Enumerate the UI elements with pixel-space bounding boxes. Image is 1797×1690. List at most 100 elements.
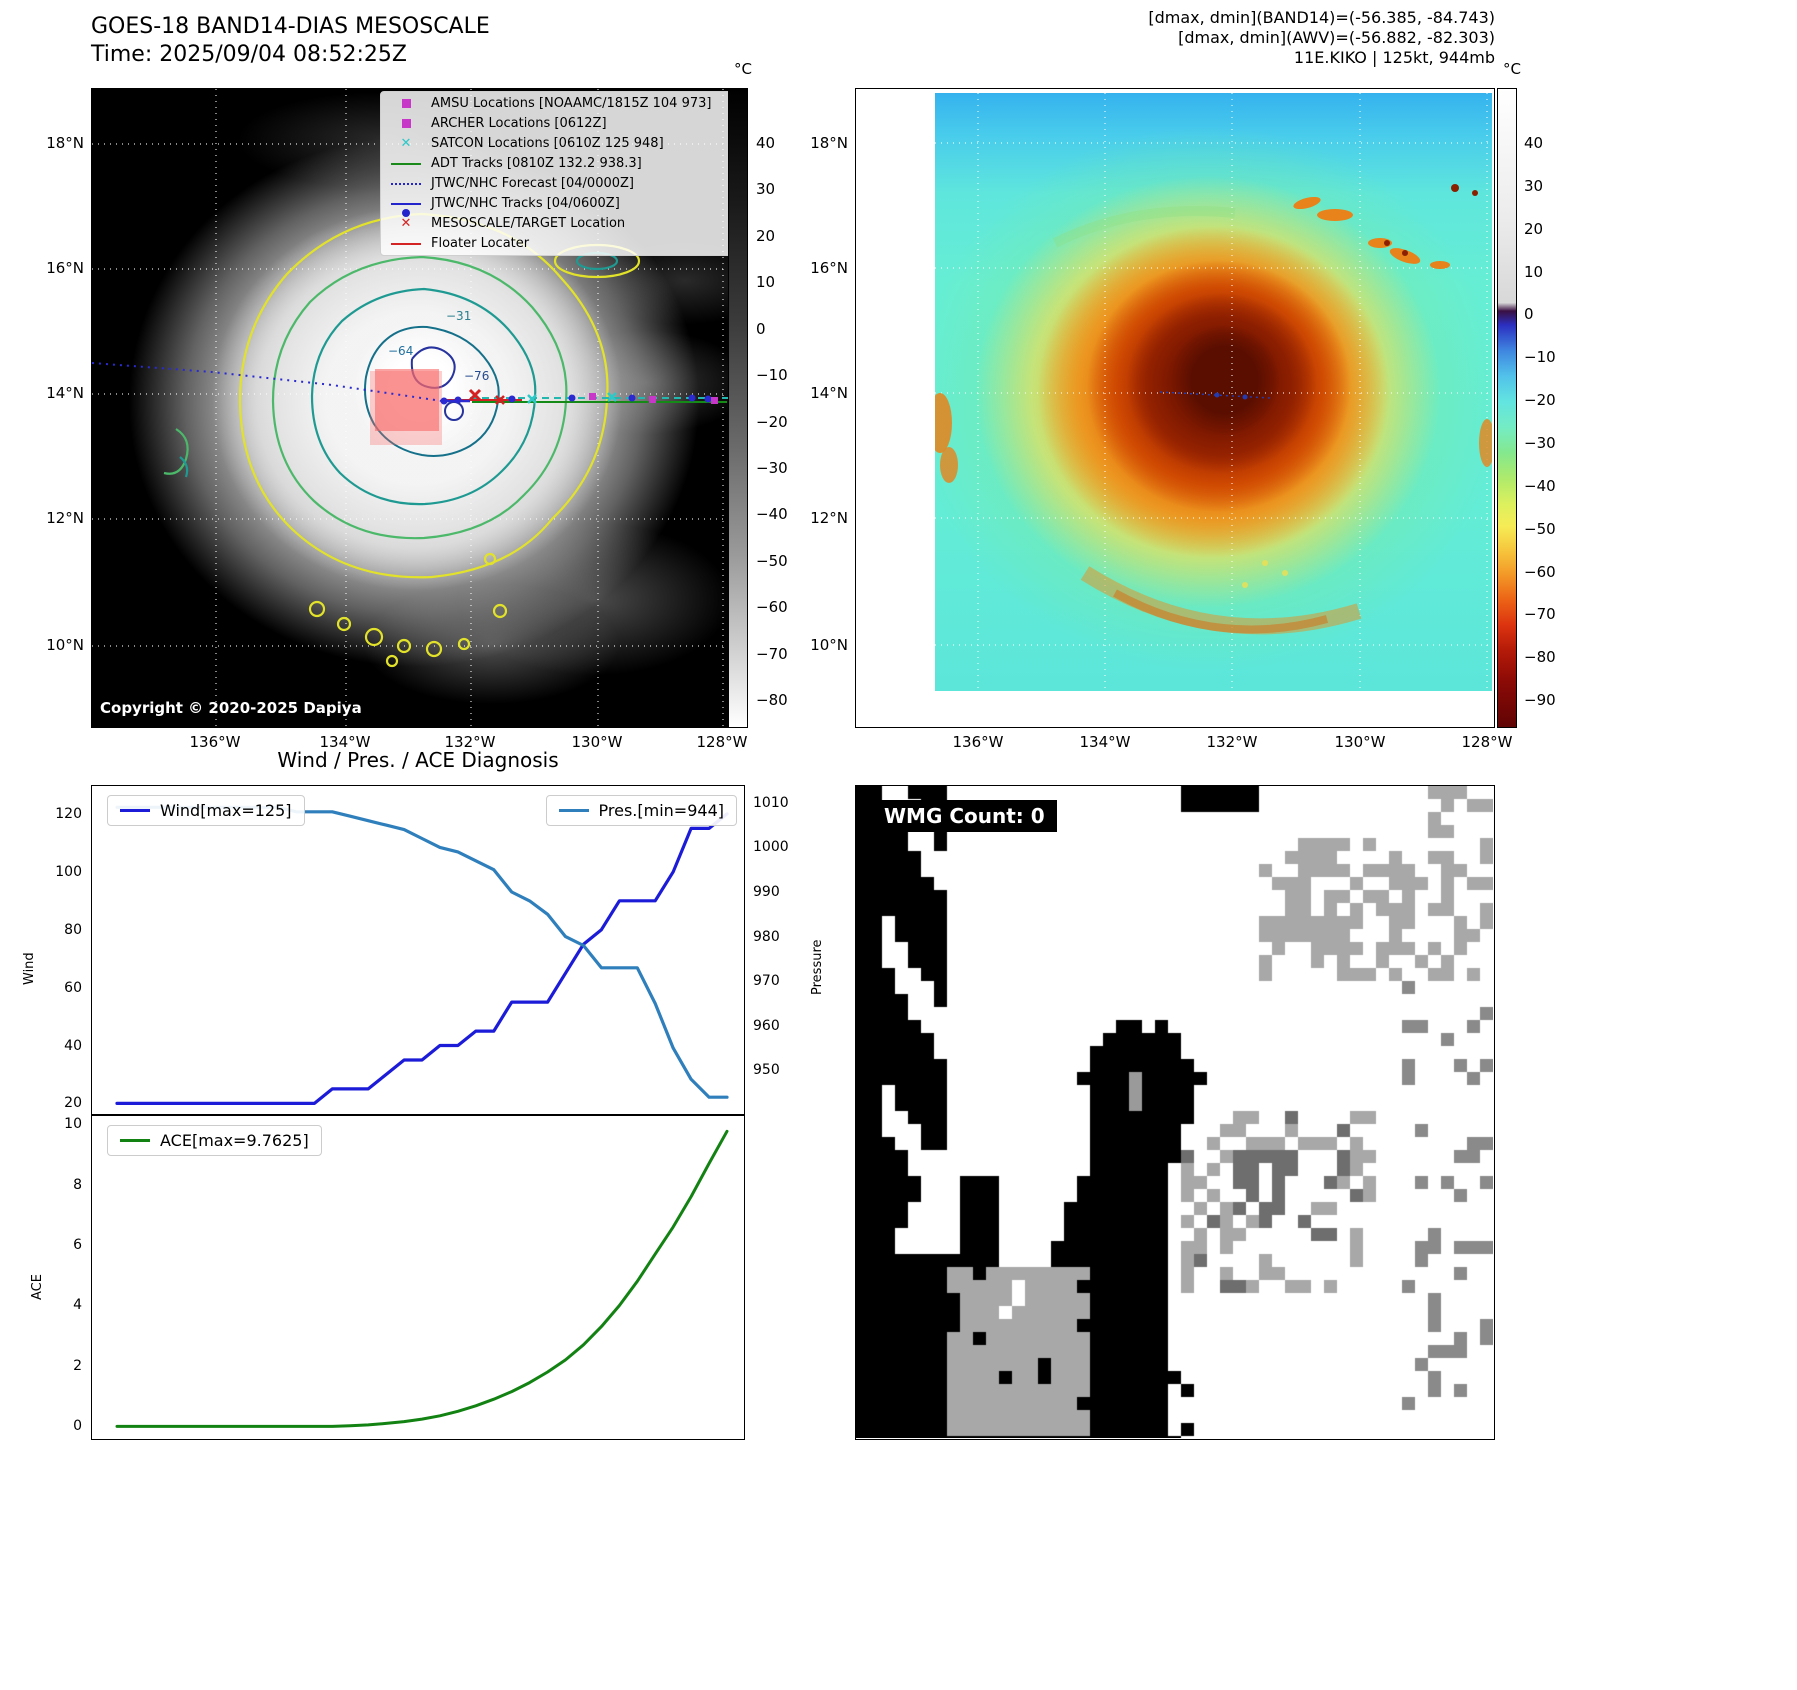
awv-stats-band14: [dmax, dmin](BAND14)=(-56.385, -84.743): [1148, 8, 1495, 27]
awv-lon-tick: 128°W: [1461, 733, 1513, 751]
goes-colorbar-tick: −30: [756, 458, 788, 477]
legend-label: JTWC/NHC Forecast [04/0000Z]: [431, 176, 634, 191]
goes-lon-tick: 130°W: [571, 733, 623, 751]
awv-colorbar-tick: 40: [1524, 134, 1544, 152]
legend-row: ✕ SATCON Locations [0610Z 125 948]: [381, 134, 736, 154]
ace-legend: ACE[max=9.7625]: [107, 1125, 322, 1156]
track-near-center: [1159, 391, 1271, 400]
legend-label: ARCHER Locations [0612Z]: [431, 116, 607, 131]
dotted-marker-icon: [389, 182, 423, 185]
goes-colorbar-tick: 20: [756, 226, 776, 245]
awv-colorbar-tick: 10: [1524, 262, 1544, 281]
legend-label: Floater Locater: [431, 236, 530, 251]
awv-colorbar: [1497, 88, 1517, 728]
pres-tick: 1000: [753, 839, 789, 856]
awv-colorbar-tick: −40: [1524, 476, 1556, 495]
goes-colorbar-tick: −80: [756, 691, 788, 710]
awv-colorbar-tick: −70: [1524, 605, 1556, 624]
spiral-band-arcs: [1052, 206, 1362, 635]
contour-label: −76: [464, 369, 489, 383]
goes-time: Time: 2025/09/04 08:52:25Z: [91, 42, 407, 67]
awv-title-block: [dmax, dmin](BAND14)=(-56.385, -84.743) …: [1100, 8, 1495, 68]
pres-tick: 990: [753, 884, 780, 901]
wind-legend-label: Wind[max=125]: [160, 801, 292, 820]
square-marker-icon: [389, 119, 423, 128]
wmg-count-badge: WMG Count: 0: [872, 800, 1057, 832]
awv-lon-tick: 130°W: [1334, 733, 1386, 751]
awv-lon-tick: 134°W: [1079, 733, 1131, 751]
wind-tick: 120: [55, 805, 82, 822]
goes-colorbar-tick: 30: [756, 180, 776, 199]
wmg-panel: WMG Count: 0: [855, 785, 1495, 1440]
awv-lon-tick: 136°W: [952, 733, 1004, 751]
legend-row: ADT Tracks [0810Z 132.2 938.3]: [381, 154, 736, 174]
goes-lon-tick: 128°W: [696, 733, 748, 751]
legend-row: ✕ MESOSCALE/TARGET Location: [381, 214, 736, 234]
ir-contour-rings: [163, 212, 641, 668]
wind-tick: 20: [64, 1095, 82, 1112]
ace-tick: 8: [73, 1176, 82, 1193]
awv-colorbar-tick: −20: [1524, 391, 1556, 410]
goes-lat-tick: 18°N: [46, 134, 84, 152]
diagnosis-title: Wind / Pres. / ACE Diagnosis: [277, 748, 559, 772]
square-marker-icon: [389, 99, 423, 108]
goes-colorbar-tick: −50: [756, 551, 788, 570]
wind-tick: 100: [55, 863, 82, 880]
goes-lon-tick: 134°W: [319, 733, 371, 751]
goes-colorbar-tick: −70: [756, 644, 788, 663]
pres-tick: 960: [753, 1017, 780, 1034]
awv-lat-tick: 18°N: [810, 134, 848, 152]
awv-lat-tick: 14°N: [810, 384, 848, 402]
legend-row: JTWC/NHC Tracks [04/0600Z]: [381, 194, 736, 217]
ace-chart-frame: [91, 1115, 745, 1440]
goes-lat-tick: 12°N: [46, 509, 84, 527]
wind-tick: 80: [64, 921, 82, 938]
wind-legend: Wind[max=125]: [107, 795, 305, 826]
goes-legend-box: AMSU Locations [NOAAMC/1815Z 104 973] ARC…: [380, 91, 736, 256]
goes-lat-tick: 10°N: [46, 636, 84, 654]
ace-tick: 4: [73, 1297, 82, 1314]
x-marker-icon: ✕: [400, 136, 412, 151]
awv-axes-frame: [855, 88, 1495, 728]
awv-colorbar-tick: −90: [1524, 691, 1556, 710]
goes-colorbar-tick: −20: [756, 412, 788, 431]
awv-storm-id: 11E.KIKO | 125kt, 944mb: [1293, 48, 1495, 67]
goes-colorbar-tick: 10: [756, 273, 776, 292]
goes-colorbar-tick: −10: [756, 366, 788, 385]
legend-row: ARCHER Locations [0612Z]: [381, 114, 736, 134]
copyright-text: Copyright © 2020-2025 Dapiya: [100, 699, 362, 717]
line-dot-marker-icon: [389, 202, 423, 217]
goes-lon-tick: 136°W: [189, 733, 241, 751]
pres-legend: Pres.[min=944]: [545, 795, 737, 826]
legend-label: JTWC/NHC Tracks [04/0600Z]: [431, 196, 620, 211]
wind-tick: 40: [64, 1037, 82, 1054]
awv-colorbar-tick: −10: [1524, 348, 1556, 367]
goes-colorbar-tick: 0: [756, 319, 766, 338]
goes-lon-tick: 132°W: [444, 733, 496, 751]
ace-tick: 10: [64, 1116, 82, 1133]
goes-overlay-svg: −31 −64 −76: [92, 89, 736, 727]
x-marker-icon: ✕: [400, 216, 412, 231]
awv-stats-awv: [dmax, dmin](AWV)=(-56.882, -82.303): [1178, 28, 1495, 47]
goes-colorbar-unit: °C: [734, 60, 752, 78]
awv-colorbar-tick: 30: [1524, 176, 1544, 195]
mesoscale-target-box: [370, 369, 442, 445]
awv-colorbar-tick: 20: [1524, 219, 1544, 238]
legend-label: AMSU Locations [NOAAMC/1815Z 104 973]: [431, 96, 712, 111]
line-marker-icon: [389, 162, 423, 165]
awv-overlay-svg: [935, 93, 1492, 691]
pres-line-sample-icon: [558, 809, 589, 812]
awv-lat-tick: 12°N: [810, 509, 848, 527]
legend-label: MESOSCALE/TARGET Location: [431, 216, 626, 231]
pres-tick: 950: [753, 1062, 780, 1079]
legend-row: Floater Locater: [381, 234, 736, 254]
series-line: [115, 812, 729, 1105]
awv-colorbar-tick: −50: [1524, 519, 1556, 538]
goes-colorbar-tick: 40: [756, 134, 776, 152]
goes-lat-tick: 14°N: [46, 384, 84, 402]
goes-title: GOES-18 BAND14-DIAS MESOSCALE: [91, 14, 490, 39]
ace-line-sample-icon: [120, 1139, 150, 1142]
awv-colorbar-tick: −30: [1524, 433, 1556, 452]
wmg-map-canvas: [856, 786, 1493, 1438]
